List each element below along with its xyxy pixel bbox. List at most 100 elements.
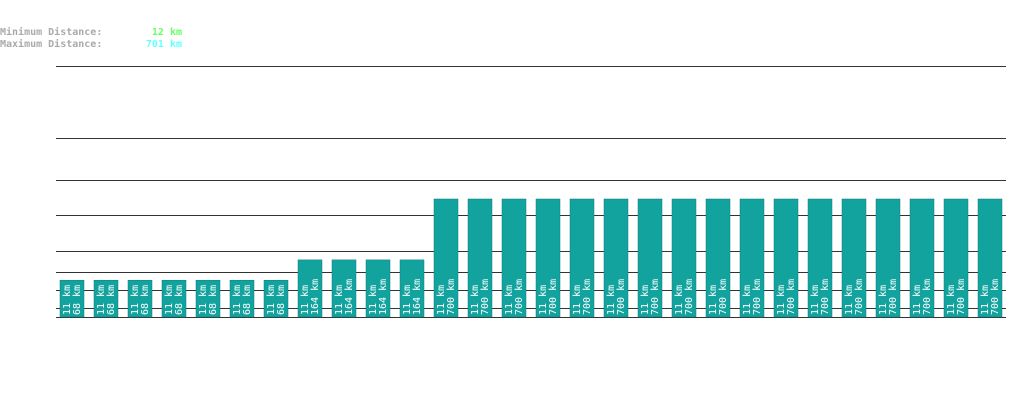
bar-start-label: 11 km (844, 285, 855, 315)
bar (773, 198, 799, 318)
bar-labels: 11 km 700 km (742, 279, 763, 315)
bar-value-label: 700 km (548, 279, 559, 315)
bar-labels: 11 km 164 km (402, 279, 423, 315)
bar (161, 279, 187, 318)
bar (229, 279, 255, 318)
bar-labels: 11 km 700 km (912, 279, 933, 315)
bar-start-label: 11 km (640, 285, 651, 315)
bar-start-label: 11 km (402, 285, 413, 315)
bar (943, 198, 969, 318)
bar-start-label: 11 km (96, 285, 107, 315)
bar-labels: 11 km 68 km (62, 285, 83, 315)
bar-labels: 11 km 68 km (232, 285, 253, 315)
bar-value-label: 700 km (820, 279, 831, 315)
bar-value-label: 700 km (582, 279, 593, 315)
bar-labels: 11 km 700 km (674, 279, 695, 315)
bar (569, 198, 595, 318)
bar-start-label: 11 km (776, 285, 787, 315)
bar-value-label: 700 km (922, 279, 933, 315)
bar-value-label: 700 km (786, 279, 797, 315)
bar-value-label: 700 km (888, 279, 899, 315)
bar-start-label: 11 km (232, 285, 243, 315)
bar-start-label: 11 km (368, 285, 379, 315)
bar-value-label: 68 km (242, 285, 253, 315)
bar-value-label: 700 km (684, 279, 695, 315)
bar-value-label: 68 km (174, 285, 185, 315)
bar-start-label: 11 km (708, 285, 719, 315)
bar-labels: 11 km 700 km (504, 279, 525, 315)
bar-labels: 11 km 164 km (300, 279, 321, 315)
min-value: 12 km (152, 27, 182, 38)
bar-value-label: 700 km (956, 279, 967, 315)
bar (127, 279, 153, 318)
bar-start-label: 11 km (912, 285, 923, 315)
bar-labels: 11 km 700 km (844, 279, 865, 315)
bar (603, 198, 629, 318)
bar (263, 279, 289, 318)
bar-value-label: 700 km (514, 279, 525, 315)
bar (807, 198, 833, 318)
bar-start-label: 11 km (980, 285, 991, 315)
bar-start-label: 11 km (810, 285, 821, 315)
bar-value-label: 68 km (276, 285, 287, 315)
bar-start-label: 11 km (946, 285, 957, 315)
bar (331, 259, 357, 318)
bar-labels: 11 km 164 km (334, 279, 355, 315)
bar-start-label: 11 km (164, 285, 175, 315)
bar (433, 198, 459, 318)
bar-start-label: 11 km (538, 285, 549, 315)
bar-labels: 11 km 700 km (572, 279, 593, 315)
bar (739, 198, 765, 318)
bar-labels: 11 km 700 km (776, 279, 797, 315)
bar (365, 259, 391, 318)
bar-start-label: 11 km (470, 285, 481, 315)
bar-labels: 11 km 68 km (164, 285, 185, 315)
bar (399, 259, 425, 318)
bar-labels: 11 km 700 km (470, 279, 491, 315)
bar-start-label: 11 km (436, 285, 447, 315)
bar-start-label: 11 km (130, 285, 141, 315)
bar-labels: 11 km 700 km (538, 279, 559, 315)
bar-value-label: 164 km (344, 279, 355, 315)
min-label: Minimum Distance: (0, 26, 102, 38)
bar-value-label: 164 km (310, 279, 321, 315)
bar (705, 198, 731, 318)
bar-labels: 11 km 68 km (130, 285, 151, 315)
bar-value-label: 68 km (140, 285, 151, 315)
bar (841, 198, 867, 318)
bar (195, 279, 221, 318)
bar-labels: 11 km 700 km (810, 279, 831, 315)
bar (93, 279, 119, 318)
bar-labels: 11 km 700 km (640, 279, 661, 315)
bar-start-label: 11 km (742, 285, 753, 315)
bar-labels: 11 km 164 km (368, 279, 389, 315)
bar-value-label: 700 km (616, 279, 627, 315)
bar-start-label: 11 km (300, 285, 311, 315)
bar-start-label: 11 km (198, 285, 209, 315)
bar-value-label: 700 km (650, 279, 661, 315)
bar-value-label: 164 km (412, 279, 423, 315)
bar-start-label: 11 km (334, 285, 345, 315)
bar-value-label: 700 km (854, 279, 865, 315)
bar-start-label: 11 km (62, 285, 73, 315)
bar-value-label: 700 km (752, 279, 763, 315)
bar-labels: 11 km 700 km (878, 279, 899, 315)
max-label: Maximum Distance: (0, 38, 102, 50)
bar (59, 279, 85, 318)
bar-labels: 11 km 68 km (96, 285, 117, 315)
bar-labels: 11 km 68 km (198, 285, 219, 315)
bar-value-label: 68 km (208, 285, 219, 315)
bar-labels: 11 km 700 km (436, 279, 457, 315)
bar-labels: 11 km 68 km (266, 285, 287, 315)
bar-start-label: 11 km (606, 285, 617, 315)
bar-labels: 11 km 700 km (980, 279, 1001, 315)
max-value: 701 km (146, 39, 182, 50)
bar-labels: 11 km 700 km (606, 279, 627, 315)
bar-start-label: 11 km (572, 285, 583, 315)
bar (875, 198, 901, 318)
bar-start-label: 11 km (504, 285, 515, 315)
bar (977, 198, 1003, 318)
bar-value-label: 700 km (446, 279, 457, 315)
